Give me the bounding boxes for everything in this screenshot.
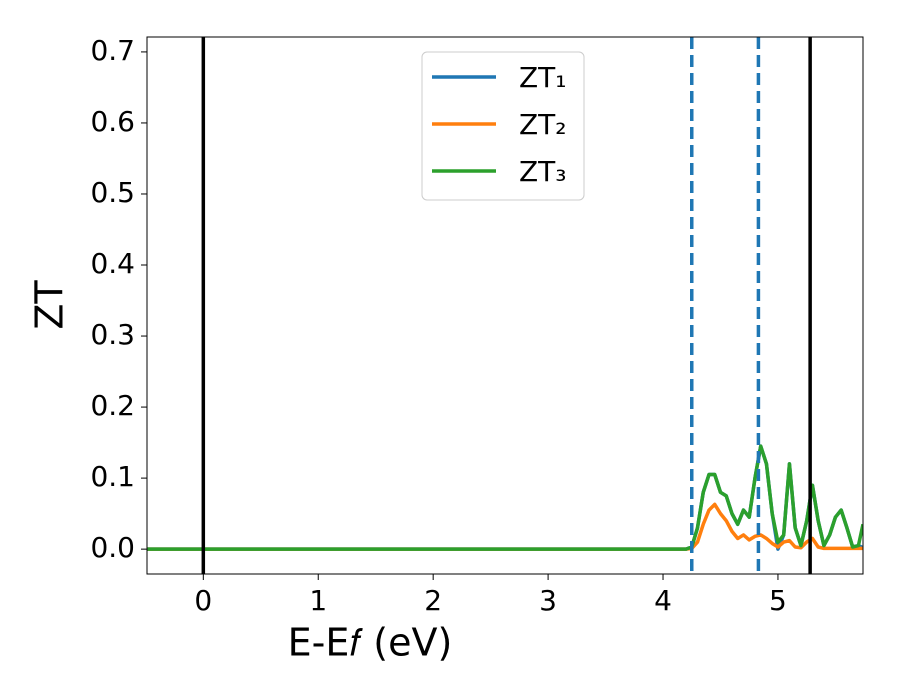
plot-frame bbox=[146, 36, 864, 575]
x-tick-label: 2 bbox=[424, 584, 442, 617]
y-tick-label: 0.7 bbox=[90, 34, 135, 67]
x-tick-label: 0 bbox=[194, 584, 212, 617]
line-series bbox=[147, 444, 863, 551]
y-axis-label: ZT bbox=[28, 280, 72, 330]
legend-box bbox=[421, 51, 585, 201]
y-tick-label: 0.3 bbox=[90, 318, 135, 351]
y-tick-label: 0.2 bbox=[90, 389, 135, 422]
line-series bbox=[147, 444, 863, 551]
y-tick-label: 0.4 bbox=[90, 247, 135, 280]
line-series bbox=[147, 502, 863, 551]
y-tick-label: 0.1 bbox=[90, 460, 135, 493]
x-axis-label: E-E𝑓 (eV) bbox=[288, 621, 453, 665]
plot-area bbox=[147, 37, 863, 574]
x-tick-label: 3 bbox=[539, 584, 557, 617]
legend-label: ZT₂ bbox=[519, 108, 567, 141]
x-tick-label: 4 bbox=[654, 584, 672, 617]
legend-label: ZT₃ bbox=[519, 155, 567, 188]
y-tick-label: 0.6 bbox=[90, 105, 135, 138]
x-tick-label: 5 bbox=[769, 584, 787, 617]
legend-label: ZT₁ bbox=[519, 61, 567, 94]
y-tick-label: 0.0 bbox=[90, 531, 135, 564]
y-tick-label: 0.5 bbox=[90, 176, 135, 209]
x-tick-label: 1 bbox=[309, 584, 327, 617]
